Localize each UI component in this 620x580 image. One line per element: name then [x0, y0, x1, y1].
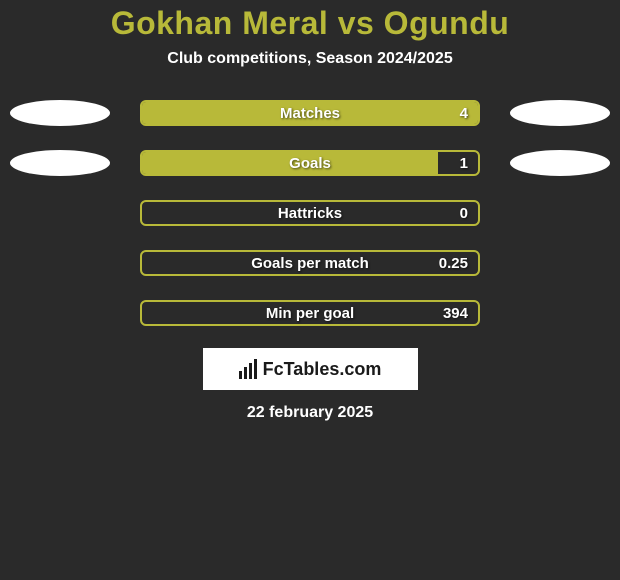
- stat-bar: Goals per match 0.25: [140, 250, 480, 276]
- stat-value: 1: [460, 155, 468, 172]
- stat-value: 394: [443, 305, 468, 322]
- stat-row: Matches 4: [0, 98, 620, 128]
- stat-row: Goals 1: [0, 148, 620, 178]
- stat-bar: Hattricks 0: [140, 200, 480, 226]
- stat-row: Hattricks 0: [0, 198, 620, 228]
- branding-text: FcTables.com: [263, 359, 382, 380]
- stats-list: Matches 4 Goals 1 Hattricks 0 Goals per match 0…: [0, 98, 620, 328]
- branding-badge[interactable]: FcTables.com: [203, 348, 418, 390]
- player-left-marker: [10, 150, 110, 176]
- stat-row: Min per goal 394: [0, 298, 620, 328]
- stat-row: Goals per match 0.25: [0, 248, 620, 278]
- player-right-marker: [510, 150, 610, 176]
- stat-label: Hattricks: [278, 205, 342, 222]
- bar-chart-icon: [239, 359, 257, 379]
- stat-label: Goals: [289, 155, 331, 172]
- stat-value: 4: [460, 105, 468, 122]
- stat-bar: Goals 1: [140, 150, 480, 176]
- subtitle: Club competitions, Season 2024/2025: [0, 50, 620, 68]
- stat-label: Min per goal: [266, 305, 354, 322]
- stat-label: Matches: [280, 105, 340, 122]
- stat-label: Goals per match: [251, 255, 369, 272]
- page-title: Gokhan Meral vs Ogundu: [0, 5, 620, 42]
- date-text: 22 february 2025: [0, 404, 620, 422]
- stat-bar: Min per goal 394: [140, 300, 480, 326]
- stat-bar: Matches 4: [140, 100, 480, 126]
- comparison-card: Gokhan Meral vs Ogundu Club competitions…: [0, 0, 620, 422]
- player-right-marker: [510, 100, 610, 126]
- stat-value: 0.25: [439, 255, 468, 272]
- player-left-marker: [10, 100, 110, 126]
- stat-value: 0: [460, 205, 468, 222]
